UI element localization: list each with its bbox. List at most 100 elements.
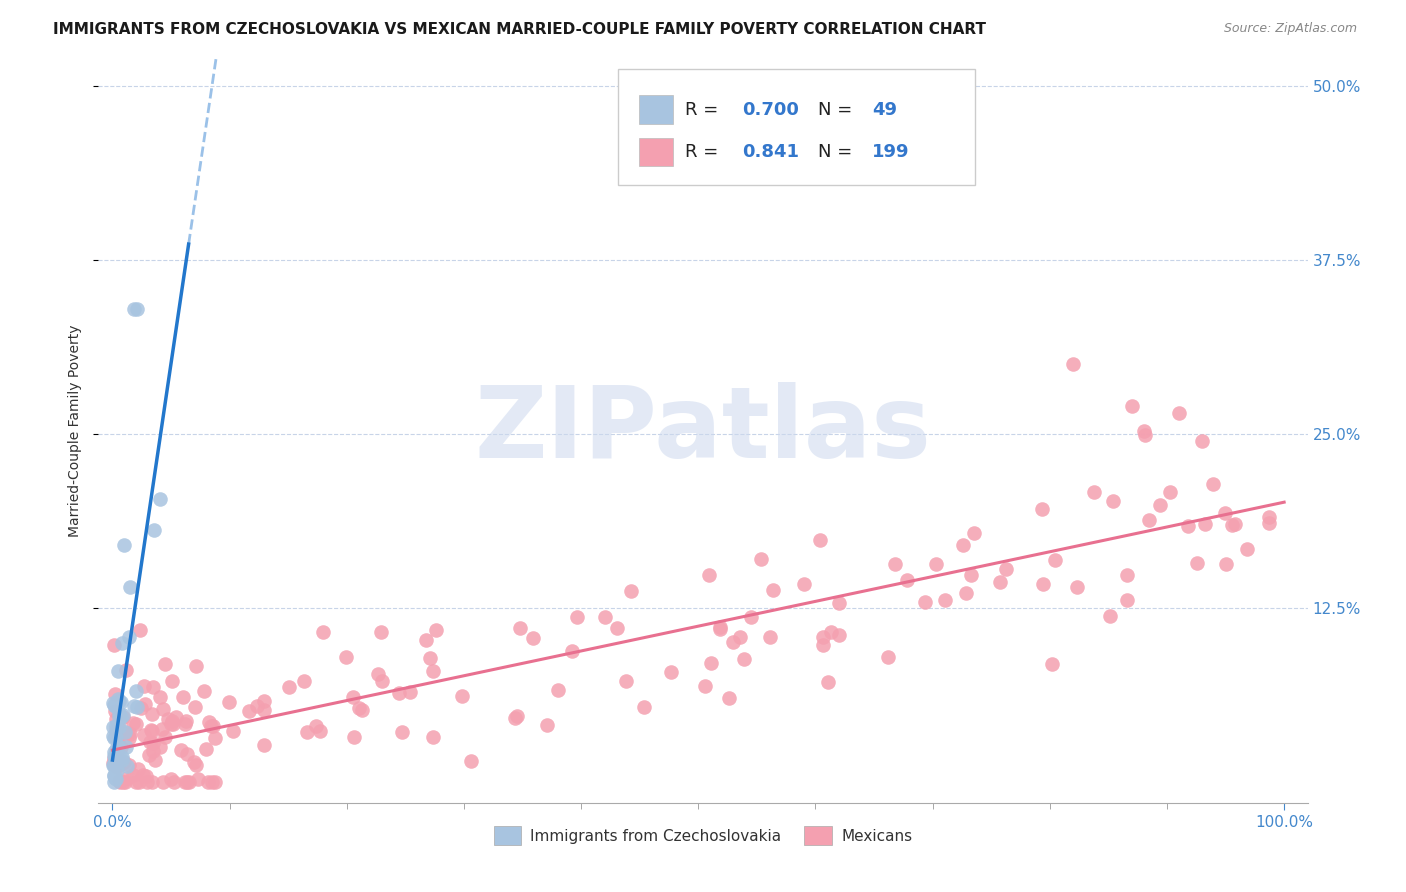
- Point: [186, 659, 208, 673]
- Point: [914, 595, 936, 609]
- Point: [150, 722, 173, 736]
- Point: [422, 664, 444, 678]
- Point: [253, 739, 276, 753]
- Point: [184, 758, 207, 772]
- Point: [811, 630, 834, 644]
- Point: [105, 719, 128, 733]
- Point: [187, 772, 209, 786]
- Point: [308, 724, 330, 739]
- Point: [101, 758, 124, 772]
- Point: [103, 750, 125, 764]
- Point: [371, 673, 394, 688]
- Point: [614, 674, 637, 689]
- Point: [103, 769, 125, 783]
- Point: [620, 583, 643, 598]
- FancyBboxPatch shape: [619, 70, 976, 185]
- Point: [547, 682, 569, 697]
- Point: [1062, 357, 1084, 371]
- Point: [160, 674, 183, 689]
- Point: [1194, 516, 1216, 531]
- Point: [709, 620, 731, 634]
- Point: [142, 743, 165, 757]
- Point: [1045, 552, 1067, 566]
- Point: [201, 775, 224, 789]
- Point: [155, 730, 177, 744]
- Point: [398, 685, 420, 699]
- Point: [117, 725, 139, 739]
- Text: Source: ZipAtlas.com: Source: ZipAtlas.com: [1223, 22, 1357, 36]
- Point: [118, 630, 141, 644]
- Point: [112, 538, 135, 552]
- Point: [101, 697, 124, 711]
- Point: [172, 690, 194, 704]
- Point: [120, 580, 141, 594]
- Point: [347, 700, 370, 714]
- Point: [124, 717, 146, 731]
- Point: [114, 775, 136, 789]
- Point: [105, 758, 128, 772]
- Point: [204, 731, 226, 745]
- Text: ZIPatlas: ZIPatlas: [475, 382, 931, 479]
- Point: [758, 630, 780, 644]
- Point: [125, 775, 148, 789]
- Point: [200, 719, 222, 733]
- Point: [820, 624, 842, 639]
- Point: [297, 725, 319, 739]
- Point: [817, 675, 839, 690]
- Text: IMMIGRANTS FROM CZECHOSLOVAKIA VS MEXICAN MARRIED-COUPLE FAMILY POVERTY CORRELAT: IMMIGRANTS FROM CZECHOSLOVAKIA VS MEXICA…: [53, 22, 987, 37]
- Point: [139, 735, 162, 749]
- FancyBboxPatch shape: [638, 95, 673, 123]
- Point: [952, 538, 974, 552]
- Point: [1149, 498, 1171, 512]
- Point: [165, 710, 187, 724]
- Point: [177, 775, 200, 789]
- Point: [305, 719, 328, 733]
- Legend: Immigrants from Czechoslovakia, Mexicans: Immigrants from Czechoslovakia, Mexicans: [488, 820, 918, 851]
- Point: [1177, 519, 1199, 533]
- Point: [152, 702, 174, 716]
- Point: [415, 632, 437, 647]
- Point: [122, 301, 145, 316]
- Point: [110, 710, 132, 724]
- Point: [1258, 510, 1281, 524]
- Text: N =: N =: [818, 144, 858, 161]
- Point: [134, 679, 156, 693]
- Point: [122, 715, 145, 730]
- Point: [925, 557, 948, 571]
- Point: [105, 760, 128, 774]
- Point: [160, 714, 183, 728]
- Point: [1116, 567, 1139, 582]
- Point: [695, 680, 717, 694]
- Point: [105, 727, 128, 741]
- Point: [103, 638, 125, 652]
- Point: [107, 710, 129, 724]
- Point: [136, 775, 159, 789]
- Point: [143, 523, 166, 537]
- Point: [1133, 428, 1156, 442]
- Point: [370, 625, 392, 640]
- Point: [155, 657, 177, 671]
- Point: [342, 690, 364, 705]
- Point: [114, 739, 136, 754]
- Point: [1201, 477, 1223, 491]
- Point: [659, 665, 682, 680]
- Point: [1220, 517, 1243, 532]
- Point: [883, 557, 905, 571]
- Point: [170, 743, 193, 757]
- Text: 0.700: 0.700: [742, 101, 799, 119]
- Point: [1066, 580, 1088, 594]
- Point: [505, 708, 527, 723]
- Point: [101, 729, 124, 743]
- Point: [142, 736, 165, 750]
- Point: [238, 704, 260, 718]
- Point: [198, 715, 221, 730]
- Point: [107, 664, 129, 678]
- Text: 0.841: 0.841: [742, 144, 799, 161]
- Point: [134, 697, 156, 711]
- Point: [118, 757, 141, 772]
- Point: [118, 731, 141, 745]
- Point: [350, 703, 373, 717]
- Point: [132, 768, 155, 782]
- Point: [1215, 557, 1237, 571]
- Point: [104, 757, 127, 772]
